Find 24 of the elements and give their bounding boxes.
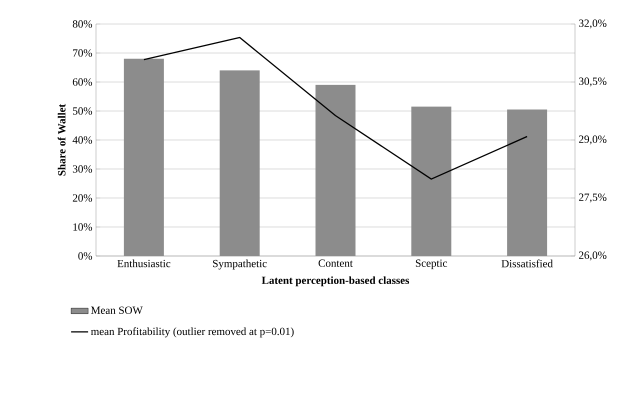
x-tick-label: Sceptic: [416, 260, 448, 270]
y-tick-label: 0%: [78, 252, 92, 260]
y-tick-label: 50%: [73, 107, 92, 115]
x-tick-label: Dissatisfied: [502, 260, 553, 268]
x-tick-label: Sympathetic: [213, 260, 267, 270]
y-tick-label: 20%: [72, 194, 92, 202]
y-tick-label: 10%: [73, 223, 92, 231]
y2-tick-label: 30,5%: [579, 78, 606, 86]
y-tick-label: 80%: [72, 20, 92, 28]
y2-tick-label: 29,0%: [579, 136, 606, 144]
legend-label: Mean SOW: [91, 306, 143, 314]
y-tick-label: 70%: [73, 49, 92, 57]
x-tick-label: Content: [318, 260, 353, 267]
y-tick-label: 60%: [72, 78, 92, 86]
y2-tick-label: 32,0%: [579, 20, 606, 28]
line-series: [143, 36, 528, 180]
legend-label: mean Profitability (outlier removed at p=0.01): [90, 327, 294, 338]
y-axis-title: Share of Wallet: [58, 104, 66, 176]
x-tick-label: Enthusiastic: [117, 260, 170, 268]
x-axis-title: Latent perception-based classes: [262, 276, 410, 286]
y-tick-label: 30%: [72, 165, 92, 173]
y-tick-label: 40%: [72, 136, 92, 144]
y2-tick-label: 27,5%: [579, 194, 606, 202]
y2-tick-label: 26,0%: [579, 252, 606, 260]
